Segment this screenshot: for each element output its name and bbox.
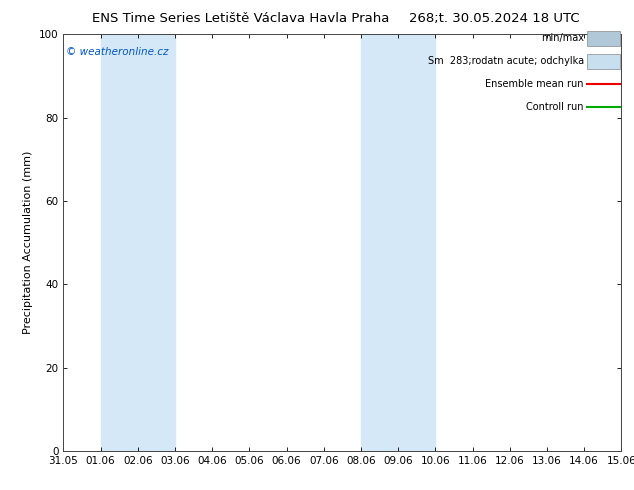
Text: © weatheronline.cz: © weatheronline.cz	[66, 47, 169, 57]
Bar	[361, 34, 436, 451]
Text: Sm  283;rodatn acute; odchylka: Sm 283;rodatn acute; odchylka	[428, 56, 584, 66]
Bar	[586, 54, 620, 69]
Text: Controll run: Controll run	[526, 102, 584, 112]
Bar	[101, 34, 175, 451]
Y-axis label: Precipitation Accumulation (mm): Precipitation Accumulation (mm)	[23, 151, 34, 334]
Text: 268;t. 30.05.2024 18 UTC: 268;t. 30.05.2024 18 UTC	[409, 12, 580, 25]
Text: ENS Time Series Letiště Václava Havla Praha: ENS Time Series Letiště Václava Havla Pr…	[92, 12, 390, 25]
Text: min/max: min/max	[541, 33, 584, 44]
Bar	[586, 31, 620, 46]
Bar	[621, 34, 634, 451]
Text: Ensemble mean run: Ensemble mean run	[486, 79, 584, 89]
